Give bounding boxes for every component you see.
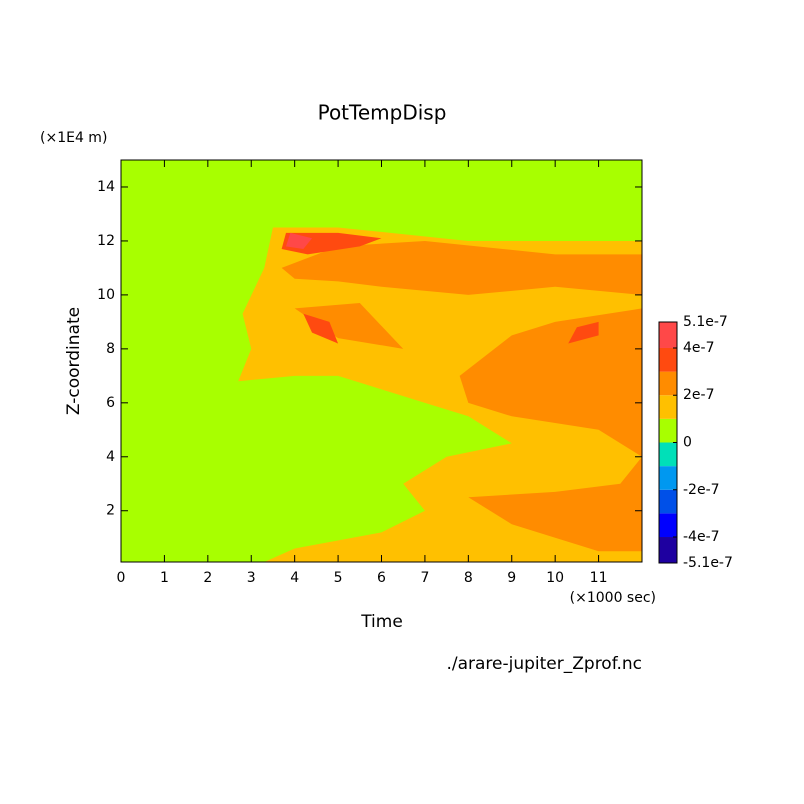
colorbar-band <box>659 347 677 372</box>
x-tick-label: 7 <box>420 570 429 586</box>
colorbar-band <box>659 395 677 419</box>
y-tick-label: 4 <box>106 449 115 465</box>
x-tick-label: 10 <box>546 570 564 586</box>
plot-area <box>121 160 642 562</box>
colorbar-band <box>659 466 677 490</box>
colorbar-band <box>659 371 677 396</box>
chart-title: PotTempDisp <box>318 101 447 125</box>
colorbar-tick-label: -5.1e-7 <box>683 555 733 571</box>
x-tick-label: 5 <box>334 570 343 586</box>
colorbar-tick-label: 0 <box>683 435 692 451</box>
x-tick-label: 2 <box>203 570 212 586</box>
colorbar-band <box>659 442 677 467</box>
y-tick-label: 10 <box>97 287 115 303</box>
x-tick-label: 8 <box>464 570 473 586</box>
colorbar-tick-label: 4e-7 <box>683 340 714 356</box>
contour-region <box>568 321 599 344</box>
colorbar-tick-label: 2e-7 <box>683 387 714 403</box>
contour-region <box>294 302 404 349</box>
x-axis-label: Time <box>360 612 403 632</box>
y-unit: (×1E4 m) <box>40 130 107 146</box>
axes <box>120 159 643 563</box>
x-tick-label: 4 <box>290 570 299 586</box>
y-tick-label: 12 <box>97 233 115 249</box>
colorbar-tick-label: -4e-7 <box>683 529 720 545</box>
y-tick-label: 6 <box>106 395 115 411</box>
x-tick-label: 3 <box>247 570 256 586</box>
colorbar-band <box>659 489 677 514</box>
y-tick-label: 14 <box>97 179 115 195</box>
y-tick-label: 2 <box>106 503 115 519</box>
y-axis-label: Z-coordinate <box>64 307 84 415</box>
x-unit: (×1000 sec) <box>570 590 656 606</box>
x-tick-label: 9 <box>507 570 516 586</box>
contour-region <box>281 240 642 295</box>
contour-region <box>459 308 642 552</box>
contour-region <box>285 232 313 250</box>
x-tick-label: 0 <box>117 570 126 586</box>
source-file: ./arare-jupiter_Zprof.nc <box>446 654 642 674</box>
x-tick-label: 6 <box>377 570 386 586</box>
colorbar-band <box>659 322 677 348</box>
contour-region <box>303 313 339 344</box>
colorbar-tick-label: -2e-7 <box>683 482 720 498</box>
colorbar-band <box>659 513 677 538</box>
colorbar-band <box>659 537 677 563</box>
colorbar-band <box>659 418 677 443</box>
x-tick-label: 1 <box>160 570 169 586</box>
colorbar-tick-label: 5.1e-7 <box>683 314 728 330</box>
y-tick-label: 8 <box>106 341 115 357</box>
x-tick-label: 11 <box>590 570 608 586</box>
